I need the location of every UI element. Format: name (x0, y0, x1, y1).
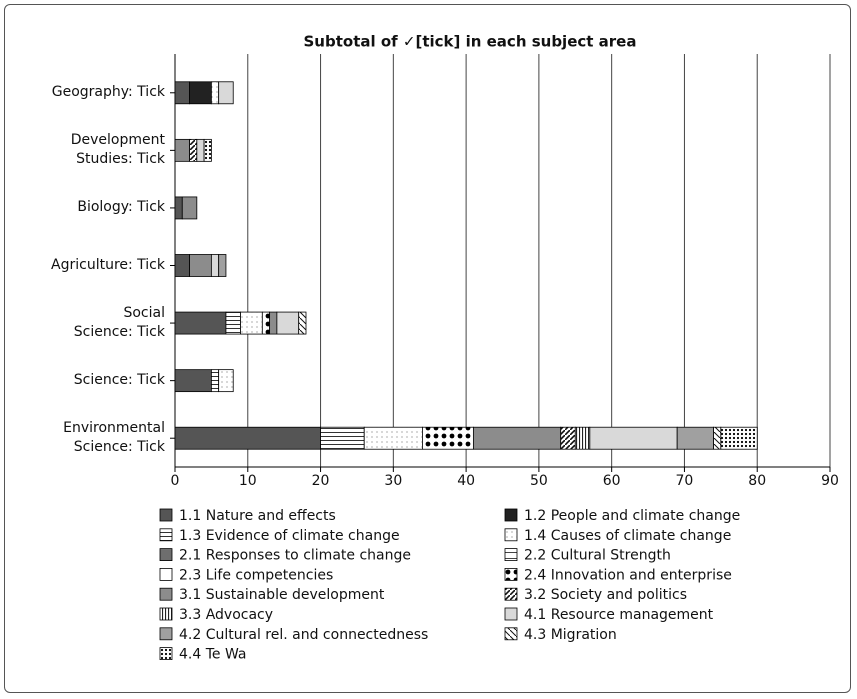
legend-swatch (159, 647, 173, 660)
legend-label: 4.1 Resource management (524, 607, 714, 623)
legend-label: 2.2 Cultural Strength (524, 548, 671, 564)
bar-segment (422, 426, 474, 450)
bar-segment (560, 426, 576, 450)
legend-swatch (504, 548, 518, 561)
bar-segment (218, 369, 234, 393)
category-label: Agriculture: Tick (51, 257, 165, 273)
category-label: Environmental Science: Tick (63, 420, 165, 456)
bar-segment (210, 81, 220, 105)
bar-segment (218, 81, 234, 105)
bar-segment (713, 426, 722, 450)
category-label: Social Science: Tick (73, 305, 165, 341)
bar-segment (174, 254, 190, 277)
legend-label: 3.3 Advocacy (179, 607, 273, 623)
legend-label: 1.1 Nature and effects (179, 508, 336, 524)
legend-swatch (159, 627, 173, 641)
legend-label: 2.1 Responses to climate change (179, 548, 411, 564)
bar-segment (298, 311, 307, 335)
legend-label: 4.4 Te Wa (179, 647, 246, 663)
bar-segment (174, 138, 190, 162)
category-label: Biology: Tick (77, 199, 165, 216)
legend-swatch (504, 627, 518, 641)
x-tick-label: 30 (384, 473, 402, 489)
bar-segment (174, 311, 227, 335)
legend-label: 3.1 Sustainable development (179, 587, 385, 603)
bar-segment (269, 311, 278, 335)
bar-segment (210, 369, 220, 393)
bar-segment (181, 196, 198, 220)
category-label: Development Studies: Tick (70, 132, 165, 168)
bar-segment (189, 81, 212, 105)
bar-segment (472, 426, 562, 450)
legend-swatch (504, 508, 518, 522)
bar-segment (203, 138, 212, 162)
legend-label: 4.3 Migration (524, 627, 617, 643)
bar-segment (189, 138, 198, 162)
bar-segment (676, 426, 714, 450)
bar-segment (574, 426, 591, 450)
bar-segment (218, 254, 227, 277)
x-tick-label: 80 (748, 473, 766, 489)
legend-swatch (504, 587, 518, 601)
legend-swatch (504, 607, 518, 621)
legend-swatch (504, 568, 518, 581)
bar-segment (189, 254, 212, 277)
legend-label: 1.2 People and climate change (524, 508, 740, 524)
bar-segment (174, 426, 321, 450)
bar-segment (261, 311, 271, 335)
bar-segment (720, 426, 758, 450)
x-tick-label: 60 (603, 473, 621, 489)
bar-segment (276, 311, 300, 335)
bar-segment (589, 426, 678, 450)
chart-title: Subtotal of ✓[tick] in each subject area (304, 33, 637, 51)
frame (4, 4, 851, 693)
legend-label: 2.4 Innovation and enterprise (524, 567, 732, 583)
bar-segment (363, 426, 423, 450)
bar-segment (196, 138, 205, 162)
bar-segment (210, 254, 220, 277)
x-tick-label: 0 (171, 473, 180, 489)
x-tick-label: 20 (312, 473, 330, 489)
legend-swatch (159, 587, 173, 601)
x-tick-label: 10 (239, 473, 257, 489)
legend-swatch (159, 528, 173, 542)
legend-label: 4.2 Cultural rel. and connectedness (179, 627, 428, 643)
x-tick-label: 40 (457, 473, 475, 489)
legend-swatch (159, 508, 173, 522)
legend-label: 1.3 Evidence of climate change (179, 528, 400, 544)
legend-label: 2.3 Life competencies (179, 567, 333, 583)
legend-label: 1.4 Causes of climate change (524, 528, 731, 544)
bar-segment (225, 311, 241, 335)
bar-segment (174, 196, 183, 220)
bar-segment (320, 426, 365, 450)
category-label: Science: Tick (73, 372, 165, 389)
legend-swatch (159, 607, 173, 621)
legend-label: 3.2 Society and politics (524, 587, 687, 603)
x-tick-label: 50 (530, 473, 548, 489)
category-label: Geography: Tick (51, 84, 165, 101)
bar-segment (240, 311, 263, 335)
legend-swatch (504, 528, 518, 542)
x-tick-label: 70 (676, 473, 694, 489)
legend-swatch (159, 568, 173, 581)
bar-segment (174, 369, 212, 393)
legend-swatch (159, 548, 173, 561)
x-tick-label: 90 (821, 473, 839, 489)
bar-segment (174, 81, 190, 105)
